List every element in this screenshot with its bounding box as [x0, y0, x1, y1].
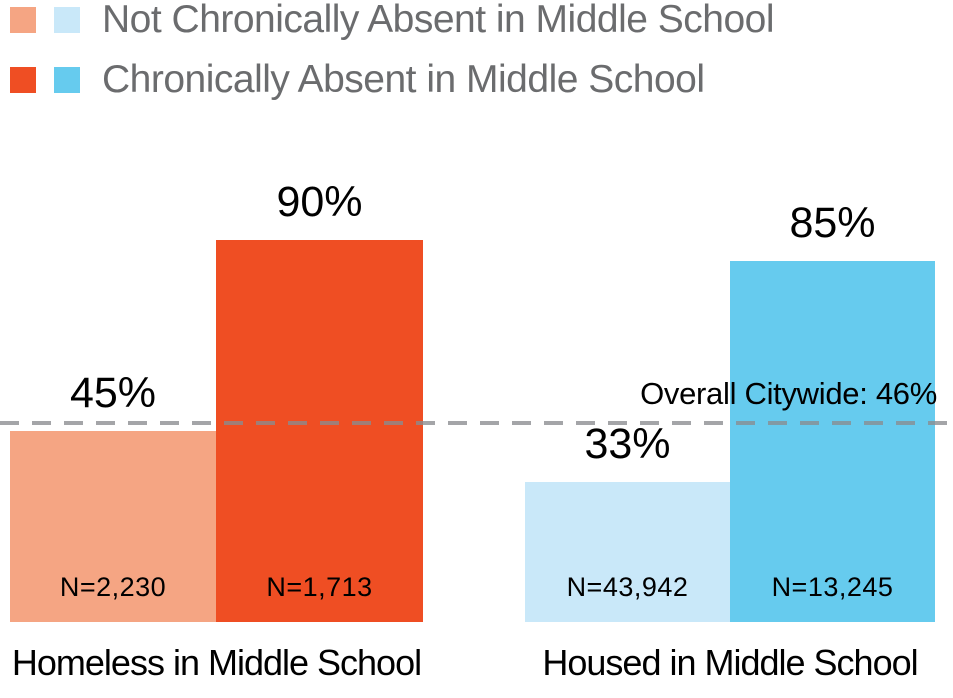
- bar-n-label: N=1,713: [266, 572, 373, 602]
- bar-n-label: N=43,942: [566, 572, 689, 602]
- plot-area: N=2,230 N=1,713 N=43,942 N=13,245 Overal…: [0, 177, 953, 622]
- bar-n-label: N=2,230: [59, 572, 167, 602]
- bar-homeless-not-chronically-absent: N=2,230: [10, 430, 216, 622]
- legend-swatch-light-blue-icon: [54, 7, 80, 33]
- bar-value-label: 45%: [69, 368, 157, 417]
- citywide-reference-line: [0, 420, 953, 425]
- bar-housed-chronically-absent: N=13,245: [730, 260, 935, 622]
- legend-swatch-salmon-icon: [10, 7, 36, 33]
- bar-homeless-chronically-absent: N=1,713: [216, 239, 423, 622]
- bar-housed-not-chronically-absent: N=43,942: [525, 481, 730, 622]
- bar-value-label: 90%: [276, 177, 363, 226]
- bar-value-label: 85%: [789, 198, 876, 247]
- bar-n-label: N=13,245: [771, 572, 894, 602]
- legend-swatch-sky-blue-icon: [54, 67, 80, 93]
- bar-value-label: 33%: [584, 419, 671, 468]
- legend-item-chronically-absent: Chronically Absent in Middle School: [10, 58, 705, 101]
- category-label-housed: Housed in Middle School: [542, 642, 918, 683]
- legend-swatch-red-icon: [10, 67, 36, 93]
- legend-item-not-chronically-absent: Not Chronically Absent in Middle School: [10, 0, 775, 41]
- category-label-homeless: Homeless in Middle School: [11, 642, 422, 683]
- citywide-reference-label: Overall Citywide: 46%: [640, 376, 937, 411]
- legend-label-chronically-absent: Chronically Absent in Middle School: [102, 58, 705, 101]
- legend-label-not-chronically-absent: Not Chronically Absent in Middle School: [102, 0, 775, 41]
